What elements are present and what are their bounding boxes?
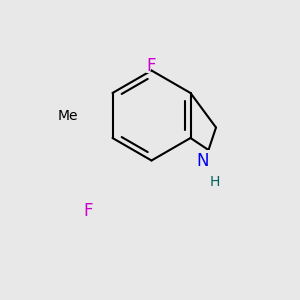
Text: F: F	[147, 57, 156, 75]
Text: H: H	[206, 172, 223, 191]
Text: Me: Me	[57, 109, 78, 122]
Text: N: N	[193, 148, 212, 172]
Text: F: F	[143, 54, 160, 78]
Text: N: N	[196, 152, 209, 169]
Text: F: F	[80, 200, 97, 224]
Text: Me: Me	[50, 106, 85, 125]
Text: H: H	[209, 175, 220, 188]
Text: F: F	[84, 202, 93, 220]
